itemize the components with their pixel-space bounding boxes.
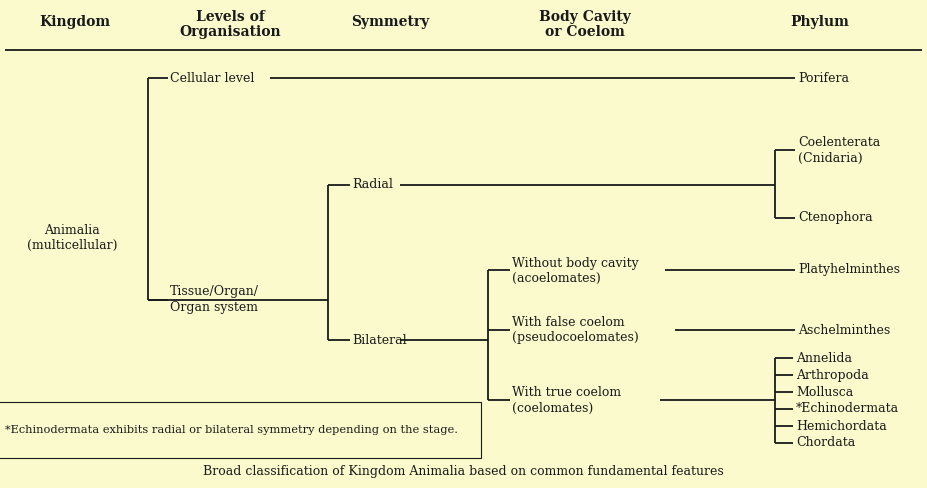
Text: Body Cavity: Body Cavity — [540, 10, 631, 24]
Text: *Echinodermata exhibits radial or bilateral symmetry depending on the stage.: *Echinodermata exhibits radial or bilate… — [5, 425, 458, 435]
Text: (multicellular): (multicellular) — [27, 239, 117, 251]
Text: Hemichordata: Hemichordata — [796, 420, 887, 432]
Text: Animalia: Animalia — [44, 224, 100, 237]
Text: (pseudocoelomates): (pseudocoelomates) — [512, 331, 639, 345]
Text: or Coelom: or Coelom — [545, 25, 625, 39]
Text: Coelenterata: Coelenterata — [798, 137, 881, 149]
Text: Symmetry: Symmetry — [351, 15, 429, 29]
Text: Radial: Radial — [352, 179, 393, 191]
Text: Chordata: Chordata — [796, 436, 856, 449]
Text: Organ system: Organ system — [170, 302, 258, 314]
Text: (Cnidaria): (Cnidaria) — [798, 151, 863, 164]
Text: Broad classification of Kingdom Animalia based on common fundamental features: Broad classification of Kingdom Animalia… — [203, 466, 723, 479]
Text: (acoelomates): (acoelomates) — [512, 271, 601, 285]
Text: Platyhelminthes: Platyhelminthes — [798, 264, 900, 277]
Text: Mollusca: Mollusca — [796, 386, 853, 399]
Text: Ctenophora: Ctenophora — [798, 211, 872, 224]
Text: Bilateral: Bilateral — [352, 333, 407, 346]
Text: Levels of: Levels of — [196, 10, 264, 24]
Text: Kingdom: Kingdom — [40, 15, 110, 29]
Text: Cellular level: Cellular level — [170, 72, 254, 84]
Text: Annelida: Annelida — [796, 351, 852, 365]
Text: Arthropoda: Arthropoda — [796, 368, 869, 382]
Text: Porifera: Porifera — [798, 72, 849, 84]
Text: Aschelminthes: Aschelminthes — [798, 324, 890, 337]
Text: With true coelom: With true coelom — [512, 386, 621, 400]
Text: (coelomates): (coelomates) — [512, 402, 593, 414]
Text: *Echinodermata: *Echinodermata — [796, 403, 899, 415]
Text: Organisation: Organisation — [179, 25, 281, 39]
Text: Without body cavity: Without body cavity — [512, 257, 639, 269]
Text: Tissue/Organ/: Tissue/Organ/ — [170, 285, 259, 299]
Text: With false coelom: With false coelom — [512, 317, 625, 329]
Text: Phylum: Phylum — [791, 15, 849, 29]
